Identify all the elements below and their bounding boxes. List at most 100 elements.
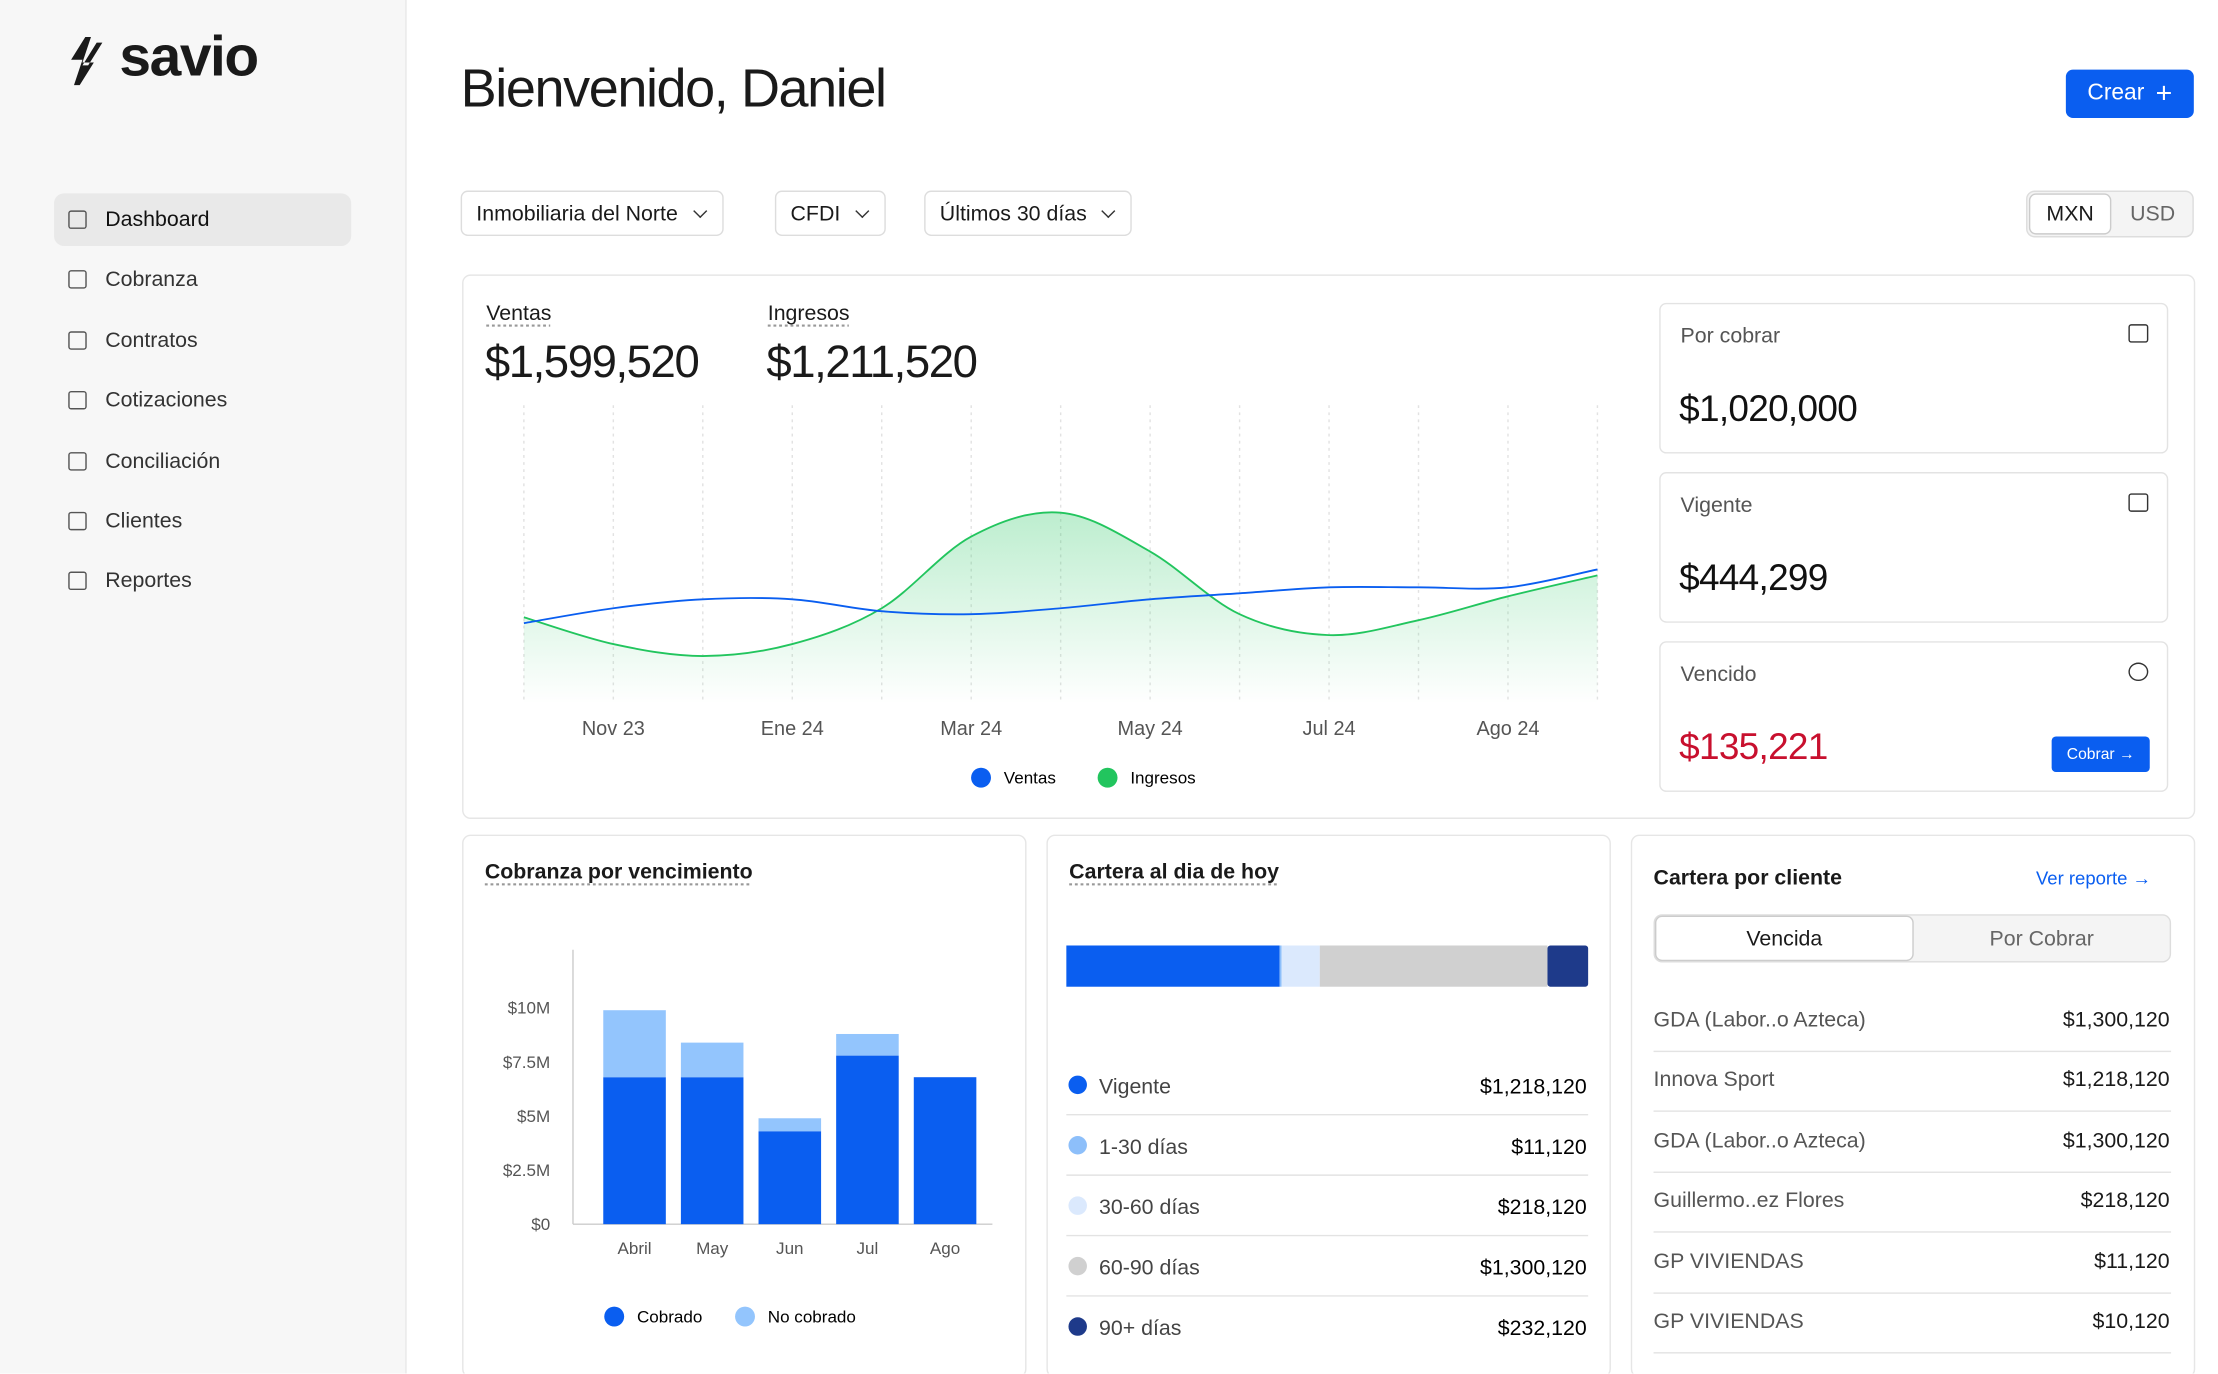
nav-item[interactable]: Cobranza xyxy=(54,254,351,307)
line xyxy=(523,511,1598,657)
report-link[interactable]: Ver reporte → xyxy=(2036,867,2152,889)
bar xyxy=(758,1131,822,1225)
logo-icon xyxy=(71,36,103,86)
x-tick-label: Nov 23 xyxy=(582,718,645,740)
bar-segment xyxy=(1066,945,1280,987)
x-tick-label: Jul 24 xyxy=(1303,718,1356,740)
x-tick-label: Ago 24 xyxy=(1476,718,1539,740)
legend-dot xyxy=(604,1306,625,1327)
tab[interactable]: Por Cobrar xyxy=(1989,926,2094,951)
row-divider xyxy=(1653,1352,2172,1354)
client-name: GDA (Labor..o Azteca) xyxy=(1653,1128,1866,1153)
client-amount: $1,300,120 xyxy=(2062,1008,2170,1033)
legend-label: Cobrado xyxy=(637,1307,702,1326)
nav-item[interactable]: Contratos xyxy=(54,314,351,367)
bar xyxy=(836,1055,899,1225)
bar xyxy=(758,1118,822,1132)
create-button[interactable]: Crear + xyxy=(2065,69,2194,119)
nav-label: Reportes xyxy=(105,569,192,594)
nav-icon xyxy=(68,210,87,229)
link-label: Ver reporte xyxy=(2036,867,2128,889)
nav-item[interactable]: Conciliación xyxy=(54,434,351,487)
x-tick-label: May xyxy=(696,1239,729,1258)
bar-segment xyxy=(1547,945,1589,987)
line xyxy=(523,568,1598,625)
nav-label: Contratos xyxy=(105,328,198,353)
nav-item[interactable]: Cotizaciones xyxy=(54,374,351,427)
metric-value: $1,599,520 xyxy=(484,335,700,387)
collect-label: Cobrar xyxy=(2066,745,2115,763)
client-name: GDA (Labor..o Azteca) xyxy=(1653,1008,1866,1033)
nav-item[interactable]: Dashboard xyxy=(54,193,352,246)
filter[interactable]: Últimos 30 días xyxy=(924,190,1133,237)
kpi-value: $444,299 xyxy=(1679,555,1828,599)
legend-label: Ventas xyxy=(1004,768,1056,787)
y-tick-label: $7.5M xyxy=(503,1053,550,1072)
client-amount: $1,218,120 xyxy=(2062,1068,2170,1093)
client-amount: $11,120 xyxy=(2094,1249,2170,1274)
filter-label: Últimos 30 días xyxy=(939,201,1087,226)
nav-label: Clientes xyxy=(105,509,183,534)
legend-dot xyxy=(971,767,991,788)
x-tick-label: Jun xyxy=(776,1239,804,1258)
bar-segment xyxy=(1319,945,1548,987)
nav-icon xyxy=(68,511,87,531)
client-name: GP VIVIENDAS xyxy=(1653,1249,1804,1274)
collect-button[interactable]: Cobrar → xyxy=(2051,736,2150,773)
bar xyxy=(603,1077,666,1225)
legend-dot xyxy=(1068,1317,1087,1336)
kpi-icon xyxy=(2128,493,2149,512)
legend-dot xyxy=(1068,1136,1087,1155)
card-title: Cartera al dia de hoy xyxy=(1069,860,1279,885)
tab[interactable]: Vencida xyxy=(1654,915,1914,962)
nav-icon xyxy=(68,572,87,591)
x-tick-label: Abril xyxy=(617,1239,651,1258)
legend-dot xyxy=(1068,1256,1087,1276)
legend-dot xyxy=(1097,767,1118,788)
value-label: $11,120 xyxy=(1511,1135,1587,1159)
x-tick-label: Jul xyxy=(857,1239,879,1258)
nav-label: Cobranza xyxy=(105,267,198,293)
client-name: Innova Sport xyxy=(1653,1068,1775,1093)
kpi-icon xyxy=(2128,662,2149,682)
currency-option[interactable]: MXN xyxy=(2028,193,2112,235)
value-label: $1,300,120 xyxy=(1480,1256,1587,1280)
row-divider xyxy=(1653,1171,2172,1173)
client-amount: $218,120 xyxy=(2080,1188,2170,1214)
logo: savio xyxy=(119,25,259,89)
filter-label: CFDI xyxy=(790,201,841,226)
plus-icon: + xyxy=(2155,77,2173,109)
bar xyxy=(913,1077,977,1225)
nav-item[interactable]: Reportes xyxy=(54,555,351,608)
card xyxy=(1046,834,1611,1374)
currency-toggle: MXN USD xyxy=(2026,190,2194,238)
x-tick-label: Ago xyxy=(930,1239,960,1258)
bar-segment xyxy=(1279,945,1282,987)
row-divider xyxy=(1653,1291,2172,1294)
metric-label: Ventas xyxy=(486,301,552,326)
legend-label: Vigente xyxy=(1099,1074,1171,1098)
kpi-value: $1,020,000 xyxy=(1679,386,1858,430)
filter[interactable]: Inmobiliaria del Norte xyxy=(460,190,724,237)
bar xyxy=(603,1010,666,1078)
legend-dot xyxy=(1068,1196,1087,1215)
card-title: Cobranza por vencimiento xyxy=(484,860,753,885)
client-amount: $1,300,120 xyxy=(2062,1128,2170,1153)
currency-option[interactable]: USD xyxy=(2130,201,2176,227)
row-divider xyxy=(1653,1110,2172,1113)
kpi-icon xyxy=(2128,324,2149,343)
metric-label: Ingresos xyxy=(767,301,850,326)
legend-label: Ingresos xyxy=(1130,768,1195,787)
x-tick-label: Mar 24 xyxy=(940,718,1002,740)
nav-item[interactable]: Clientes xyxy=(54,495,351,548)
client-name: GP VIVIENDAS xyxy=(1653,1309,1804,1334)
client-amount: $10,120 xyxy=(2092,1309,2170,1334)
bar xyxy=(680,1042,744,1078)
filter-label: Inmobiliaria del Norte xyxy=(476,201,678,226)
x-tick-label: Ene 24 xyxy=(761,718,824,740)
legend-label: No cobrado xyxy=(768,1307,856,1326)
value-label: $1,218,120 xyxy=(1480,1074,1587,1098)
legend-label: 1-30 días xyxy=(1099,1135,1188,1159)
filter[interactable]: CFDI xyxy=(774,190,886,237)
